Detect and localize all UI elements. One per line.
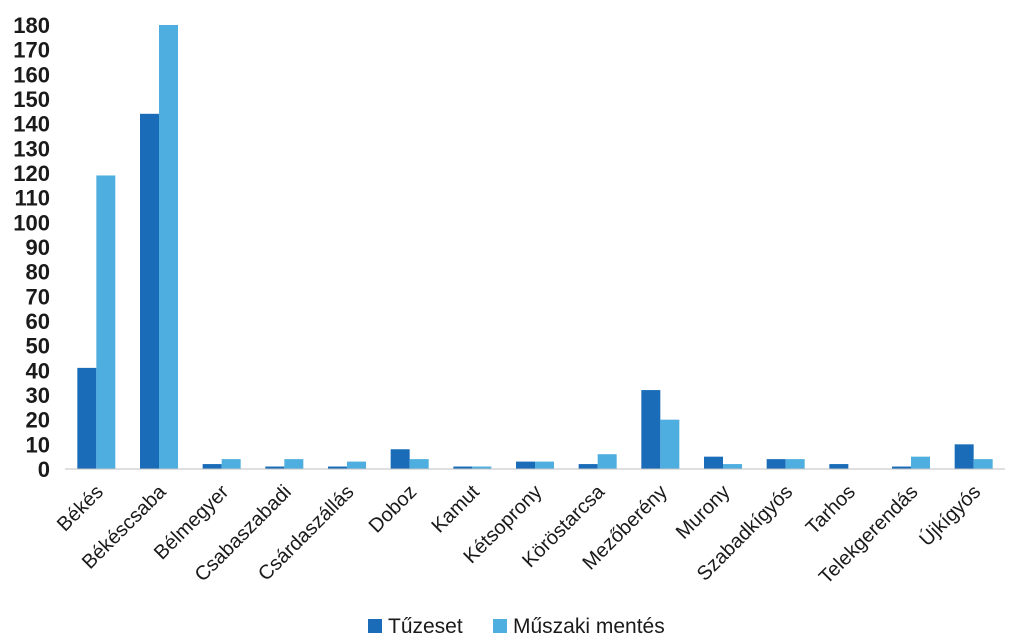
- x-tick-label: Kamut: [427, 481, 484, 538]
- legend: Tűzeset Műszaki mentés: [368, 615, 665, 638]
- bar-tuzeset: [766, 459, 786, 469]
- bar-muszaki-mentes: [597, 454, 617, 469]
- y-tick-label: 20: [26, 408, 50, 433]
- x-tick-label: Újkígyós: [915, 480, 986, 551]
- bars: [77, 25, 993, 470]
- y-tick-label: 80: [26, 260, 50, 285]
- legend-swatch-muszaki-mentes: [493, 619, 507, 633]
- bar-tuzeset: [704, 456, 723, 469]
- bar-muszaki-mentes: [911, 456, 930, 469]
- y-tick-label: 130: [13, 136, 50, 161]
- y-tick-label: 50: [26, 334, 50, 359]
- bar-muszaki-mentes: [535, 461, 554, 469]
- bar-tuzeset: [77, 367, 97, 469]
- y-tick-label: 60: [26, 309, 50, 334]
- bar-tuzeset: [390, 449, 410, 469]
- bar-tuzeset: [954, 444, 974, 469]
- x-axis: BékésBékéscsabaBélmegyerCsabaszabadiCsár…: [53, 468, 1005, 589]
- y-tick-label: 90: [26, 235, 50, 260]
- y-tick-label: 110: [15, 186, 51, 211]
- y-tick-label: 40: [26, 358, 50, 383]
- legend-label-muszaki-mentes: Műszaki mentés: [513, 615, 665, 638]
- legend-label-tuzeset: Tűzeset: [388, 615, 463, 638]
- bar-muszaki-mentes: [221, 459, 241, 469]
- y-tick-label: 100: [13, 210, 50, 235]
- bar-tuzeset: [453, 466, 473, 469]
- bar-tuzeset: [516, 461, 535, 469]
- bar-muszaki-mentes: [347, 461, 366, 469]
- y-tick-label: 150: [13, 87, 50, 112]
- bar-tuzeset: [265, 466, 285, 469]
- y-tick-label: 170: [13, 38, 50, 63]
- y-axis: 0102030405060708090100110120130140150160…: [13, 13, 50, 482]
- bar-muszaki-mentes: [660, 419, 680, 469]
- bar-tuzeset: [641, 390, 661, 469]
- y-tick-label: 140: [13, 112, 50, 137]
- y-tick-label: 180: [13, 13, 50, 38]
- bar-muszaki-mentes: [785, 459, 805, 469]
- bar-muszaki-mentes: [284, 459, 304, 469]
- bar-muszaki-mentes: [159, 25, 178, 469]
- x-tick-label: Murony: [672, 481, 735, 544]
- y-tick-label: 160: [13, 62, 50, 87]
- bar-tuzeset: [578, 464, 598, 469]
- bar-muszaki-mentes: [973, 459, 993, 469]
- y-tick-label: 120: [13, 161, 50, 186]
- legend-swatch-tuzeset: [368, 619, 382, 633]
- bar-muszaki-mentes: [409, 459, 429, 469]
- y-tick-label: 0: [38, 457, 50, 482]
- bar-tuzeset: [892, 466, 911, 469]
- bar-tuzeset: [140, 113, 159, 470]
- bar-tuzeset: [328, 466, 347, 469]
- x-tick-label: Doboz: [365, 481, 421, 537]
- bar-tuzeset: [202, 464, 222, 469]
- bar-muszaki-mentes: [723, 464, 742, 469]
- y-tick-label: 70: [26, 284, 50, 309]
- bar-tuzeset: [829, 464, 849, 469]
- y-tick-label: 10: [26, 432, 50, 457]
- y-tick-label: 30: [26, 383, 50, 408]
- x-tick-label: Tarhos: [802, 481, 860, 539]
- bar-muszaki-mentes: [472, 466, 492, 469]
- bar-muszaki-mentes: [96, 175, 116, 469]
- x-tick-label: Békés: [53, 481, 108, 536]
